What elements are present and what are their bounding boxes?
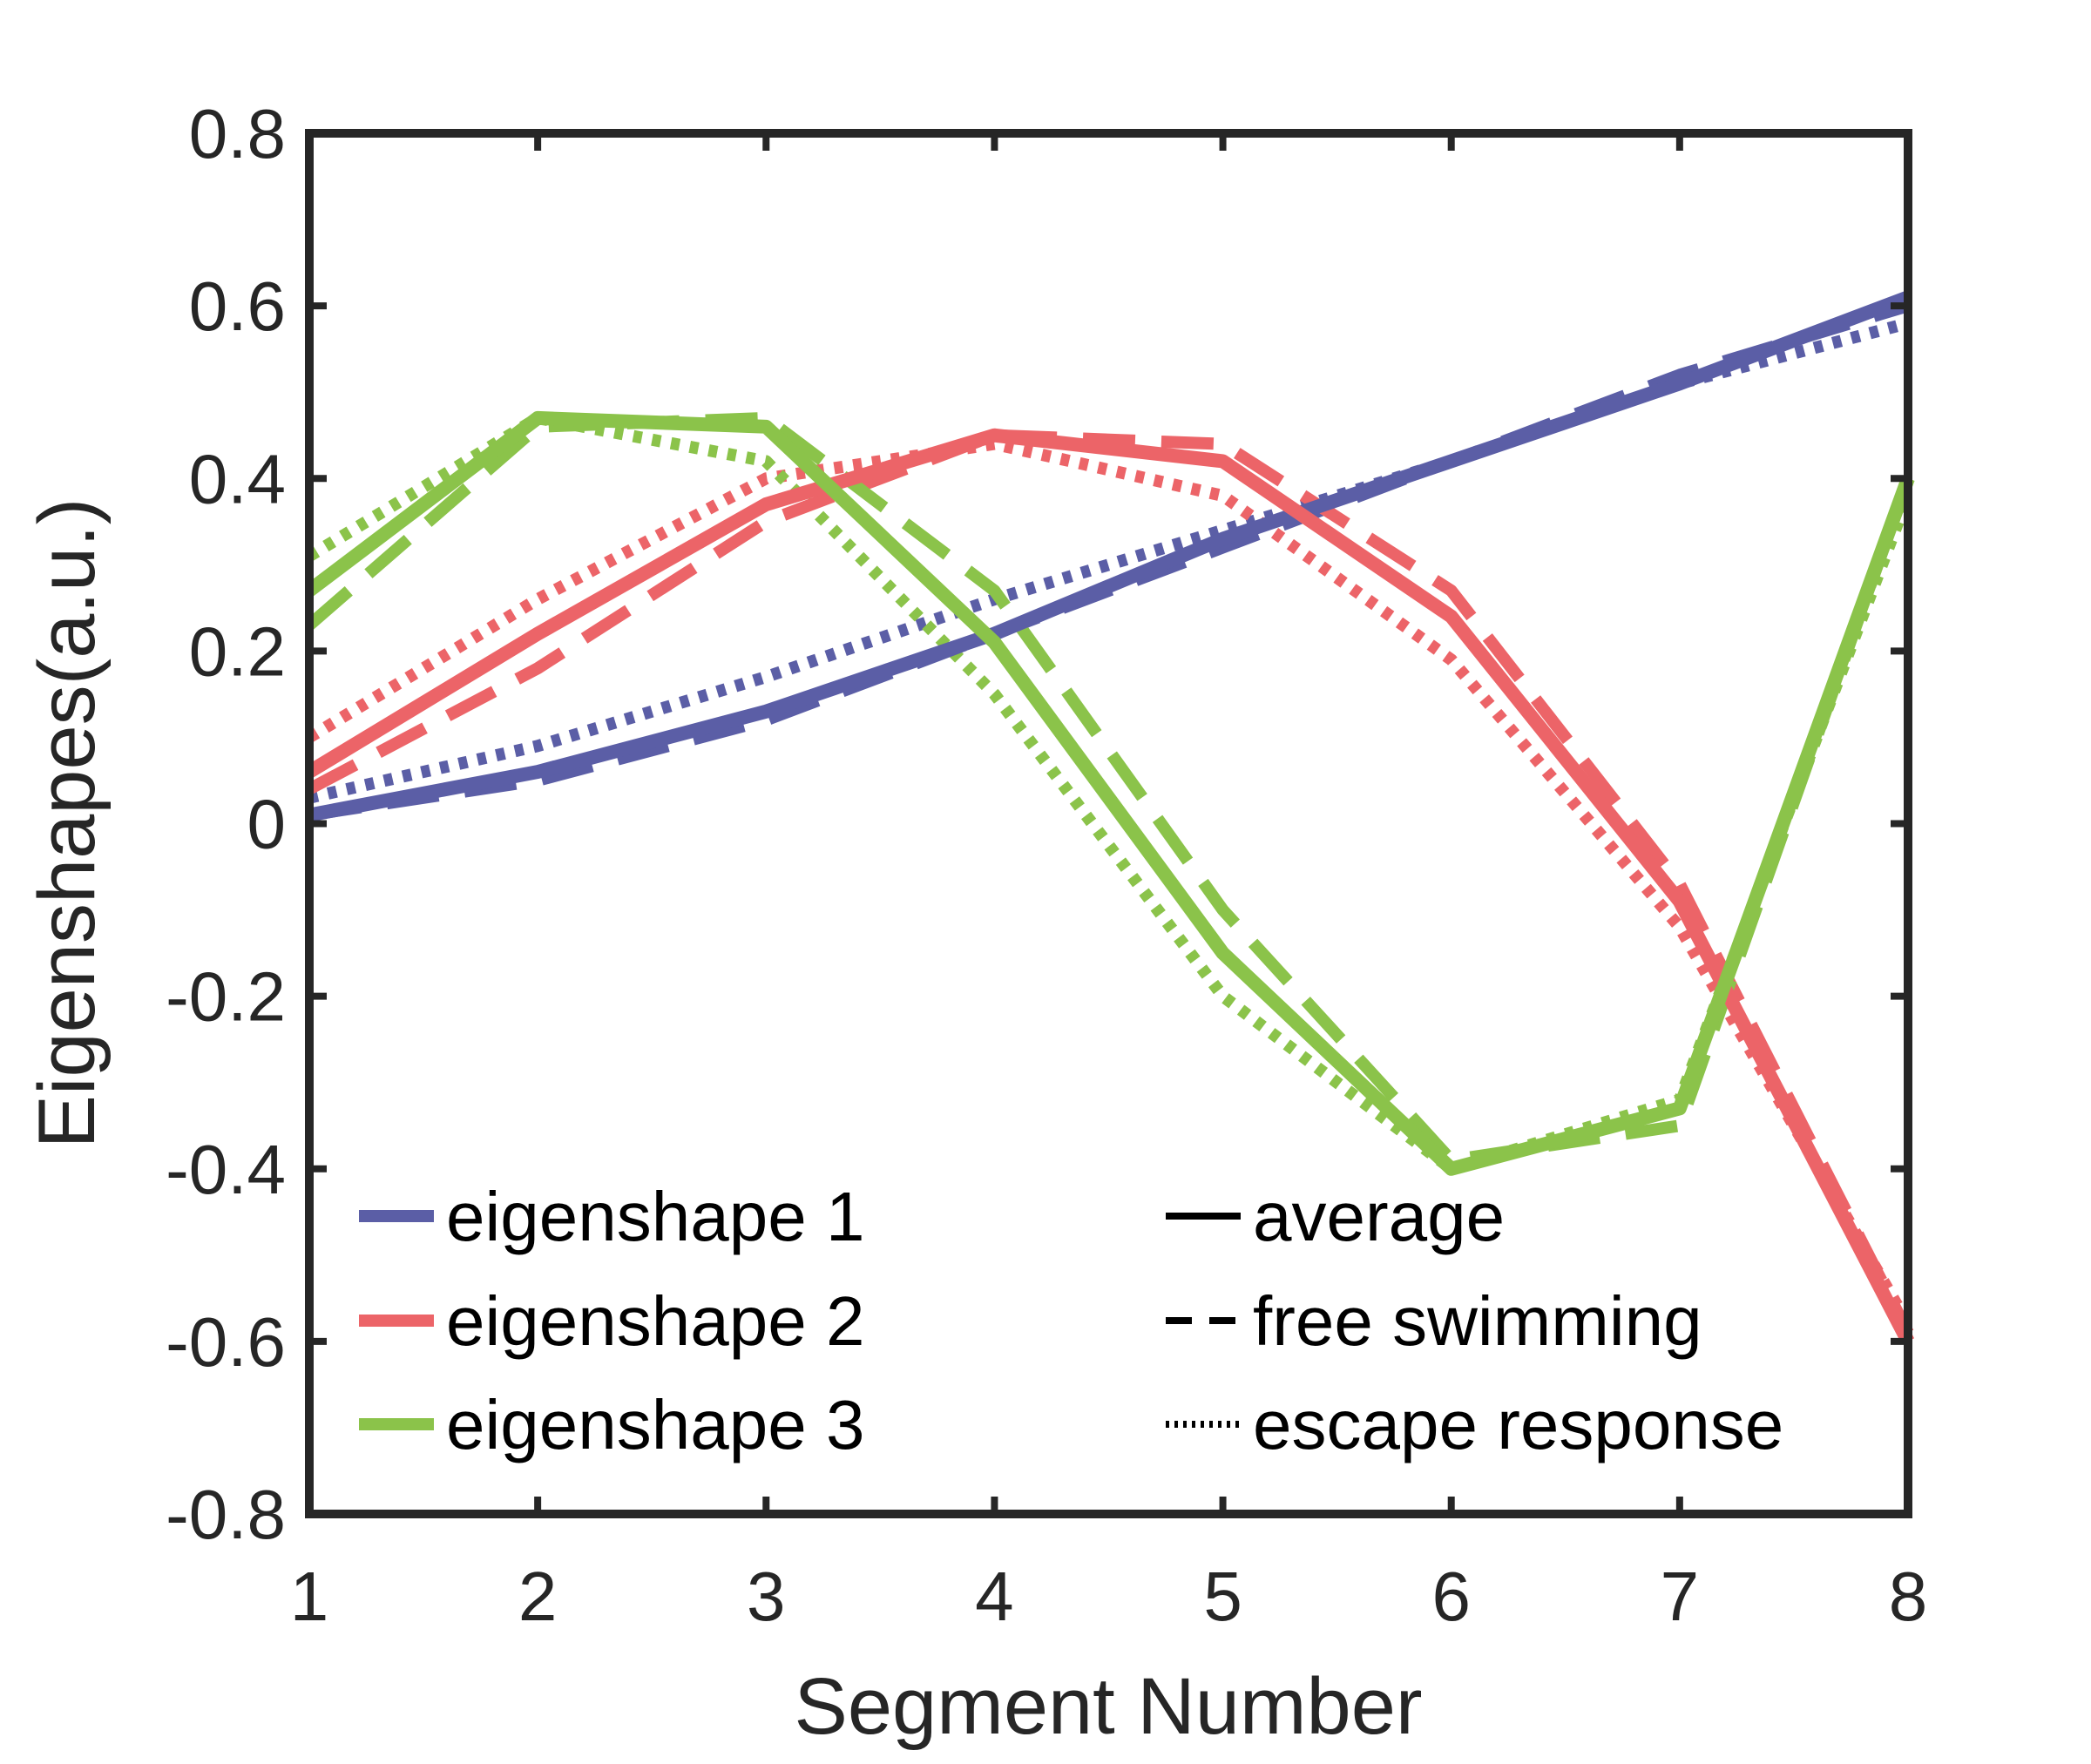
series-line-eigenshape-2-average	[305, 428, 1915, 1345]
ticks-layer: 1 2 3 4 5 6 7 8 0.8 0.6 0.4 0.2 0 -0.2 -0.4 -0.6 -0.8	[166, 95, 1927, 1635]
legend-label-eigenshape-1: eigenshape 1	[446, 1178, 864, 1255]
series-line-eigenshape-2-escape-response	[306, 437, 1914, 1328]
y-tick-label: -0.4	[166, 1131, 286, 1208]
legend-label-free-swimming: free swimming	[1253, 1282, 1702, 1360]
x-tick-label: 1	[290, 1558, 329, 1635]
x-tick-label: 5	[1203, 1558, 1242, 1635]
series-line-eigenshape-3-average	[305, 410, 1915, 1176]
legend-label-eigenshape-3: eigenshape 3	[446, 1386, 864, 1463]
series-line-eigenshape-2-free-swimming	[306, 429, 1914, 1336]
x-tick-label: 7	[1661, 1558, 1700, 1635]
x-tick-label: 4	[975, 1558, 1014, 1635]
legend-label-average: average	[1253, 1178, 1505, 1255]
y-tick-label: 0.6	[189, 267, 286, 345]
y-axis-label: Eigenshapes(a.u.)	[23, 498, 112, 1149]
x-axis-label: Segment Number	[795, 1662, 1423, 1751]
series-layer	[305, 290, 1915, 1345]
y-tick-label: -0.8	[166, 1476, 286, 1553]
y-tick-label: 0.8	[189, 95, 286, 172]
y-tick-label: -0.2	[166, 958, 286, 1036]
legend: eigenshape 1 eigenshape 2 eigenshape 3 a…	[359, 1178, 1783, 1463]
y-tick-label: 0.4	[189, 440, 286, 517]
legend-label-eigenshape-2: eigenshape 2	[446, 1282, 864, 1360]
legend-label-escape-response: escape response	[1253, 1386, 1783, 1463]
series-line-eigenshape-1-escape-response	[308, 317, 1910, 804]
x-tick-label: 6	[1431, 1558, 1471, 1635]
y-tick-label: 0.2	[189, 612, 286, 690]
y-tick-label: 0	[247, 786, 287, 863]
x-tick-label: 3	[747, 1558, 786, 1635]
x-tick-label: 2	[518, 1558, 558, 1635]
series-line-eigenshape-1-average	[308, 290, 1911, 822]
x-tick-label: 8	[1889, 1558, 1928, 1635]
y-tick-label: -0.6	[166, 1303, 286, 1381]
